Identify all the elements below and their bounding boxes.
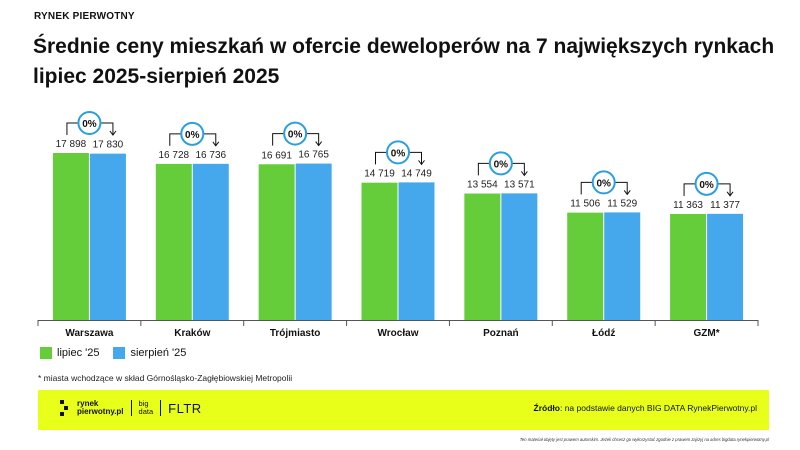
chart-legend: lipiec '25 sierpień '25 [40,347,186,359]
logo-text: rynek pierwotny.pl [77,400,124,416]
category-label-1: Kraków [174,328,210,339]
category-label-0: Warszawa [65,328,113,339]
value-label-1-august: 16 736 [195,150,226,161]
value-label-1-july: 16 728 [158,150,189,161]
logo-line-2: pierwotny.pl [77,407,124,416]
value-label-4-july: 13 554 [467,180,498,191]
bar-chart: 17 898 17 830 0% Warszawa 16 728 16 736 0% Krak… [37,111,759,339]
value-label-0-august: 17 830 [93,140,124,151]
change-arrowhead-0 [109,130,117,136]
value-label-5-august: 11 529 [607,198,637,209]
change-label-0: 0% [82,119,97,130]
title-line-1: Średnie ceny mieszkań w ofercie dewelope… [33,35,775,58]
logo-bigdata-line-2: data [138,407,154,416]
value-label-6-july: 11 363 [673,200,703,211]
value-label-4-august: 13 571 [504,179,535,190]
category-label-5: Łódź [592,328,615,339]
logo-divider [130,400,132,416]
legend-label-august: sierpień '25 [130,347,187,359]
change-arrowhead-4 [520,171,528,177]
source-label: Źródło [533,403,560,413]
bar-0-july [52,153,89,320]
legend-item-july: lipiec '25 [40,347,99,359]
category-label-6: GZM* [694,328,720,339]
category-label-2: Trójmiasto [270,328,321,339]
bar-2-july [258,164,295,320]
footer-banner: rynek pierwotny.pl big data FLTR Źródło:… [38,390,769,430]
brand-logo: rynek pierwotny.pl big data FLTR [60,400,202,416]
change-arrowhead-6 [726,191,734,197]
category-label-4: Poznań [483,328,519,339]
copyright-disclaimer: Ten materiał objęty jest prawem autorski… [519,437,769,442]
bar-4-august [501,193,538,320]
logo-bigdata: big data [139,400,154,416]
bar-5-july [567,212,604,320]
change-arrowhead-1 [212,141,220,147]
value-label-3-july: 14 719 [364,169,395,180]
legend-item-august: sierpień '25 [113,347,186,359]
value-label-6-august: 11 377 [710,200,740,211]
footnote: * miasta wchodzące w skład Górnośląsko-Z… [38,373,293,383]
source-text: : na podstawie danych BIG DATA RynekPier… [559,403,757,413]
brand-label: RYNEK PIERWOTNY [34,11,135,22]
change-label-6: 0% [699,180,714,191]
change-arrowhead-5 [623,190,631,196]
change-label-4: 0% [494,159,509,170]
bar-6-july [670,213,707,320]
change-badge-5 [591,170,616,195]
page-title: Średnie ceny mieszkań w ofercie dewelope… [33,32,793,92]
change-arrowhead-3 [418,160,425,166]
change-label-1: 0% [185,130,200,141]
value-label-0-july: 17 898 [56,139,87,150]
change-badge-3 [386,140,410,165]
change-badge-1 [180,121,205,146]
legend-swatch-august [113,347,126,359]
bar-0-august [89,153,126,320]
change-badge-6 [694,171,719,196]
bar-2-august [295,163,332,320]
title-line-2: lipiec 2025-sierpień 2025 [33,65,280,88]
change-badge-0 [77,111,102,135]
change-arrowhead-2 [315,141,323,147]
bar-1-july [155,163,192,320]
bar-4-july [464,193,501,320]
value-label-3-august: 14 749 [401,168,432,179]
legend-label-july: lipiec '25 [57,347,100,359]
logo-line-1: rynek [77,399,99,408]
change-badge-4 [488,151,513,176]
logo-fltr: FLTR [168,400,202,416]
change-label-5: 0% [596,178,611,189]
category-label-3: Wrocław [378,328,419,339]
logo-mark-icon [60,400,70,416]
bar-1-august [192,163,229,320]
bar-3-july [361,182,398,320]
value-label-2-august: 16 765 [298,150,329,161]
logo-bigdata-line-1: big [138,399,149,408]
change-label-3: 0% [391,148,406,159]
value-label-5-july: 11 506 [570,199,600,210]
change-badge-2 [283,121,308,146]
bar-3-august [398,182,435,320]
value-label-2-july: 16 691 [261,150,292,161]
source-note: Źródło: na podstawie danych BIG DATA Ryn… [534,403,757,413]
change-label-2: 0% [288,130,303,141]
logo-divider-2 [160,400,162,416]
bar-5-august [604,212,641,320]
legend-swatch-july [40,347,52,359]
bar-6-august [707,213,744,320]
